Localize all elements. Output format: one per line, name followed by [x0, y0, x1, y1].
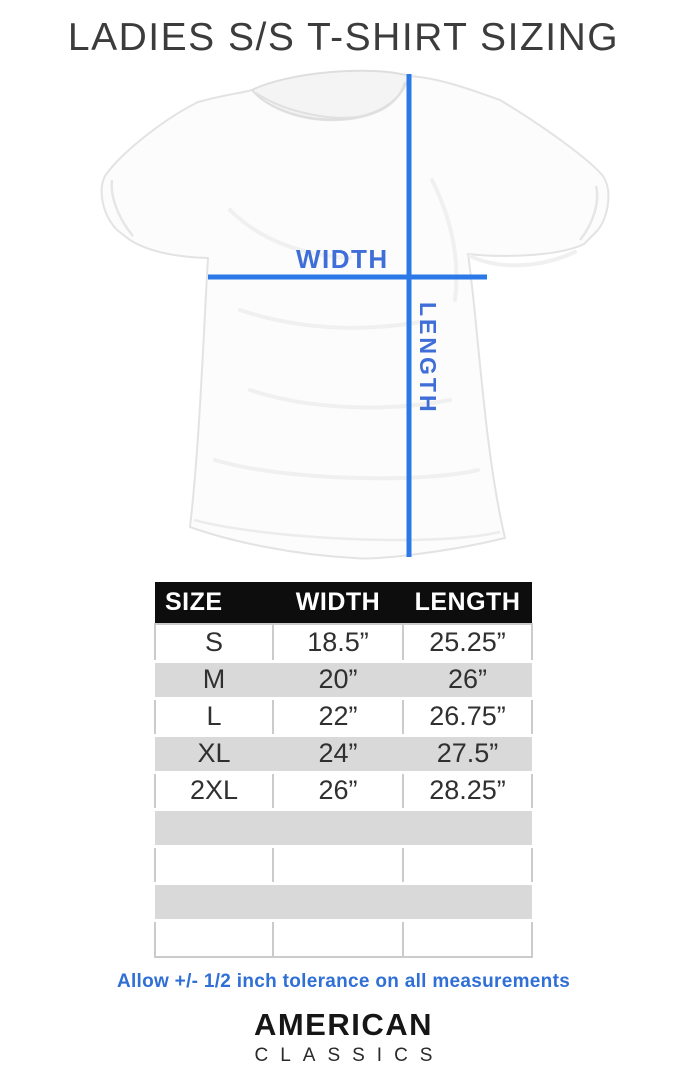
- tolerance-note: Allow +/- 1/2 inch tolerance on all meas…: [116, 971, 571, 992]
- shirt-measurement-diagram: WIDTH LENGTH: [0, 60, 687, 572]
- table-row: M 20” 26”: [155, 659, 532, 700]
- tshirt-collar-seam: [255, 81, 406, 119]
- column-header-width: WIDTH: [273, 582, 403, 624]
- right-cuff-seam: [579, 185, 599, 241]
- cell-size: M: [155, 659, 273, 700]
- wrinkle-shading: [213, 178, 577, 481]
- cell-length: [403, 807, 532, 848]
- table-row: [154, 919, 533, 958]
- cell-width: [272, 845, 404, 884]
- cell-size: L: [154, 697, 274, 736]
- width-measure-label: WIDTH: [296, 244, 389, 274]
- brand-name-primary: AMERICAN: [253, 1007, 434, 1042]
- cell-width: [273, 881, 403, 922]
- cell-width: 22”: [272, 697, 404, 736]
- cell-width: 24”: [273, 733, 403, 774]
- table-row: [155, 881, 532, 922]
- cell-length: 27.5”: [403, 733, 532, 774]
- column-header-size: SIZE: [155, 582, 273, 624]
- left-cuff-seam: [110, 179, 134, 237]
- size-table: SIZE WIDTH LENGTH S 18.5” 25.25” M 20” 26” L 22…: [154, 582, 533, 958]
- length-measure-label: LENGTH: [415, 302, 441, 415]
- tshirt-body-shape: [100, 75, 610, 560]
- table-row: S 18.5” 25.25”: [154, 623, 533, 662]
- cell-length: [402, 919, 533, 958]
- size-table-body: S 18.5” 25.25” M 20” 26” L 22” 26.75” XL 24” 27.5” 2…: [154, 623, 533, 958]
- cell-width: [273, 807, 403, 848]
- cell-length: 26.75”: [402, 697, 533, 736]
- size-table-header: SIZE WIDTH LENGTH: [155, 582, 532, 624]
- cell-size: XL: [155, 733, 273, 774]
- cell-size: S: [154, 623, 274, 662]
- cell-size: [155, 881, 273, 922]
- hem-seam: [193, 518, 501, 542]
- cell-length: 26”: [403, 659, 532, 700]
- cell-length: 28.25”: [402, 771, 533, 810]
- cell-size: [155, 807, 273, 848]
- cell-length: [403, 881, 532, 922]
- column-header-length: LENGTH: [403, 582, 532, 624]
- table-row: XL 24” 27.5”: [155, 733, 532, 774]
- table-row: L 22” 26.75”: [154, 697, 533, 736]
- cell-size: [154, 919, 274, 958]
- cell-size: 2XL: [154, 771, 274, 810]
- tshirt-image: [100, 69, 610, 560]
- table-row: [154, 845, 533, 884]
- cell-length: 25.25”: [402, 623, 533, 662]
- brand-name-secondary: CLASSICS: [254, 1045, 445, 1066]
- cell-length: [402, 845, 533, 884]
- cell-width: 20”: [273, 659, 403, 700]
- table-row: 2XL 26” 28.25”: [154, 771, 533, 810]
- table-row: [155, 807, 532, 848]
- page-title: LADIES S/S T-SHIRT SIZING: [67, 16, 620, 59]
- cell-size: [154, 845, 274, 884]
- cell-width: 18.5”: [272, 623, 404, 662]
- cell-width: [272, 919, 404, 958]
- cell-width: 26”: [272, 771, 404, 810]
- brand-logo: AMERICAN CLASSICS: [0, 1007, 687, 1067]
